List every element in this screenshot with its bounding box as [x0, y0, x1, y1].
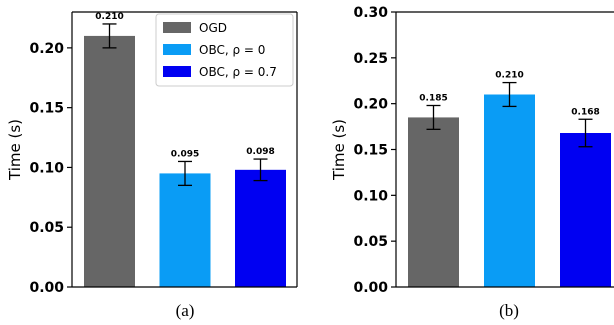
legend-swatch [163, 66, 191, 77]
legend-entry: OBC, ρ = 0.7 [199, 65, 277, 79]
panel-label: (b) [499, 301, 519, 320]
bar [159, 173, 211, 287]
data-label: 0.168 [571, 107, 599, 117]
y-tick-label: 0.20 [29, 41, 64, 57]
bar [484, 94, 535, 287]
data-label: 0.210 [495, 71, 523, 81]
panel-label: (a) [176, 301, 195, 320]
legend-entry: OBC, ρ = 0 [199, 43, 265, 57]
data-label: 0.210 [95, 12, 123, 22]
y-tick-label: 0.15 [29, 101, 64, 117]
data-label: 0.098 [246, 147, 274, 157]
y-tick-label: 0.00 [353, 280, 388, 296]
y-tick-label: 0.15 [353, 143, 388, 159]
legend-swatch [163, 44, 191, 55]
panel-a: 0.210 0.095 0.098 0.00 0.05 0.10 0.15 0.20 Time … [6, 11, 298, 320]
y-tick-label: 0.25 [353, 51, 388, 67]
bar [408, 117, 459, 288]
y-axis-label: Time (s) [6, 119, 24, 181]
legend: OGD OBC, ρ = 0 OBC, ρ = 0.7 [155, 13, 294, 87]
y-tick-label: 0.10 [353, 188, 388, 204]
bar [235, 169, 286, 287]
data-label: 0.095 [171, 149, 199, 159]
y-tick-label: 0.30 [353, 5, 388, 21]
bar [84, 35, 135, 288]
y-axis-label: Time (s) [330, 119, 348, 181]
y-tick-label: 0.05 [29, 220, 64, 236]
y-tick-label: 0.05 [353, 234, 388, 250]
data-label: 0.185 [419, 94, 447, 104]
panel-b: 0.185 0.210 0.168 0.00 0.05 0.10 0.15 0.20 0.25 0… [330, 5, 614, 320]
bar [560, 133, 611, 287]
y-tick-label: 0.10 [29, 160, 64, 176]
legend-entry: OGD [199, 21, 227, 35]
y-tick-label: 0.00 [29, 280, 64, 296]
legend-swatch [163, 22, 191, 33]
y-tick-label: 0.20 [353, 97, 388, 113]
